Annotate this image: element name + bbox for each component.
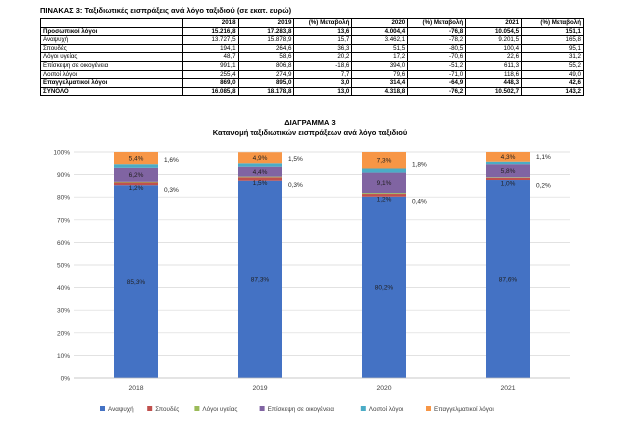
table-cell: 13,0 [293,86,353,97]
data-label: 0,3% [288,182,303,189]
legend-label: Λοιποί λόγοι [369,405,404,413]
legend-label: Λόγοι υγείας [202,405,237,413]
bar-segment [238,176,282,178]
data-label: 1,2% [377,197,392,204]
bar-segment [362,152,406,169]
chart-title: ΔΙΑΓΡΑΜΜΑ 3 [284,118,336,127]
bar-segment [486,161,530,165]
y-tick-label: 0% [61,376,71,383]
legend-label: Επίσκεψη σε οικογένεια [268,405,335,413]
bar-segment [114,164,158,168]
bar-segment [114,167,158,182]
bar-segment [486,152,530,162]
y-tick-label: 60% [57,240,70,247]
legend-label: Σπουδές [155,405,179,413]
table-row: Επαγγελματικοί λόγοι 869,0 895,0 3,0 314,4 -6… [40,78,584,88]
bar-segment [362,168,406,173]
data-label: 85,3% [127,279,146,286]
bar-segment [362,194,406,197]
table-row: Σπουδές 194,1 264,6 36,3 51,5 -80,5 100,4 95,1 [40,43,584,54]
y-tick-label: 100% [53,150,70,157]
y-tick-label: 30% [57,308,70,315]
data-label: 1,5% [253,180,268,187]
bar-segment [486,180,530,378]
data-label: 7,3% [377,158,392,165]
bar-segment [238,163,282,167]
legend-label: Επαγγελματικοί λόγοι [434,405,494,413]
data-label: 5,8% [501,168,516,175]
legend-swatch [147,406,153,411]
legend-label: Αναψυχή [108,406,134,413]
bar-segment [238,177,282,181]
table-row: ΣΥΝΟΛΟ 16.085,8 18.178,8 13,0 4.318,8 -76,2 10… [40,86,584,97]
data-label: 1,6% [164,157,179,164]
chart-subtitle: Κατανομή ταξιδιωτικών εισπράξεων ανά λόγ… [212,128,408,137]
data-label: 0,3% [164,187,179,194]
data-label: 1,2% [129,185,144,192]
data-label: 80,2% [375,285,394,292]
table-title: ΠΙΝΑΚΑΣ 3: Ταξιδιωτικές εισπράξεις ανά λ… [40,6,292,15]
table-row: Λοιποί λόγοι 255,4 274,9 7,7 79,6 -71,0 118,6 4… [40,69,584,80]
x-tick-label: 2021 [500,385,515,392]
data-label: 6,2% [129,172,144,179]
data-label: 87,3% [251,277,270,284]
table-cell: -76,2 [407,86,467,97]
bar-segment [114,181,158,183]
bar-segment [238,180,282,378]
y-tick-label: 40% [57,285,70,292]
y-tick-label: 10% [57,353,70,360]
data-label: 0,4% [412,199,427,206]
data-label: 4,3% [501,154,516,161]
data-label: 1,0% [501,180,516,187]
legend-swatch [259,406,265,411]
data-label: 5,4% [129,155,144,162]
data-label: 9,1% [377,180,392,187]
data-label: 4,9% [253,155,268,162]
bar-segment [238,152,282,164]
legend-swatch [426,406,431,411]
y-tick-label: 80% [57,195,70,202]
y-tick-label: 50% [57,263,70,270]
receipts-table: 2018 2019 (%) Μεταβολή 2020 (%) Μεταβολή… [40,18,584,97]
y-tick-label: 20% [57,330,70,337]
bar-segment [486,177,530,178]
bar-segment [362,193,406,195]
data-label: 4,4% [253,169,268,176]
y-tick-label: 90% [57,172,70,179]
data-label: 0,2% [536,183,551,190]
bar-segment [114,185,158,378]
bar-segment [114,152,158,165]
x-tick-label: 2020 [376,385,391,392]
x-tick-label: 2019 [252,385,267,392]
table-cell: 16.085,8 [181,86,239,97]
x-tick-label: 2018 [128,385,143,392]
y-tick-label: 70% [57,217,70,224]
legend-swatch [100,406,105,411]
bar-segment [486,177,530,181]
bar-segment [238,166,282,177]
data-label: 87,6% [499,276,518,283]
bar-segment [486,164,530,178]
data-label: 1,5% [288,156,303,163]
legend-swatch [360,406,366,411]
table-cell: 143,2 [521,86,584,97]
bar-segment [362,172,406,194]
table-header-row: 2018 2019 (%) Μεταβολή 2020 (%) Μεταβολή… [40,18,584,28]
data-label: 1,8% [412,162,427,169]
bar-segment [114,182,158,186]
data-label: 1,1% [536,154,551,161]
bar-segment [362,196,406,378]
legend-swatch [194,406,200,411]
